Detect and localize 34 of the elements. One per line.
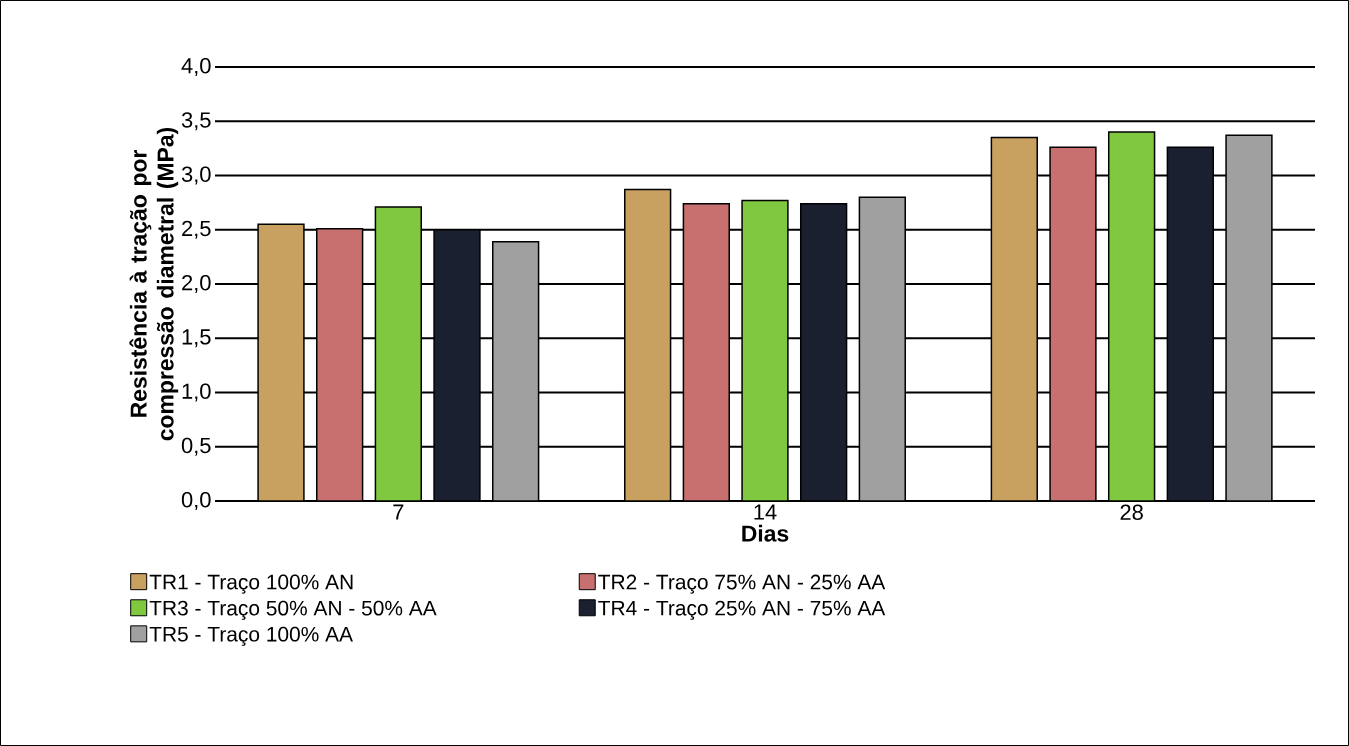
bar: [433, 229, 481, 501]
bar: [741, 199, 789, 501]
bar: [1225, 134, 1273, 501]
x-tick-label: 14: [754, 504, 777, 520]
y-tick-label: 1,0: [182, 383, 211, 402]
bar: [374, 206, 422, 501]
y-tick-label: 2,0: [182, 274, 211, 294]
y-axis-title: Resistência à tração por compressão diametral (MPa): [129, 127, 179, 441]
y-tick-label: 3,5: [181, 112, 211, 131]
x-tick-label: 28: [1120, 504, 1143, 521]
y-tick-label: 0,0: [181, 491, 211, 511]
bar: [257, 223, 305, 501]
legend-label: TR1 - Traço 100% AN: [149, 574, 353, 594]
legend-label: TR3 - Traço 50% AN - 50% AA: [149, 600, 437, 620]
y-tick-label: 3,0: [181, 166, 211, 185]
bar: [1049, 146, 1097, 501]
bar: [1166, 146, 1214, 501]
legend-label: TR5 - Traço 100% AA: [149, 626, 353, 646]
y-tick-label: 4,0: [181, 57, 211, 77]
bar: [492, 240, 540, 501]
x-tick-label: 7: [393, 504, 404, 520]
legend-label: TR4 - Traço 25% AN - 75% AA: [598, 600, 886, 620]
y-tick-label: 2,5: [182, 220, 211, 239]
bar: [1107, 131, 1156, 501]
bar: [858, 196, 906, 501]
legend-label: TR2 - Traço 75% AN - 25% AA: [598, 574, 886, 594]
bar: [682, 202, 730, 501]
x-axis-title: Dias: [742, 524, 789, 542]
y-tick-label: 0,5: [181, 437, 211, 456]
y-tick-label: 1,5: [182, 329, 211, 348]
bar: [799, 202, 848, 501]
bar: [623, 188, 672, 501]
bar: [316, 227, 364, 501]
bar: [990, 136, 1038, 501]
